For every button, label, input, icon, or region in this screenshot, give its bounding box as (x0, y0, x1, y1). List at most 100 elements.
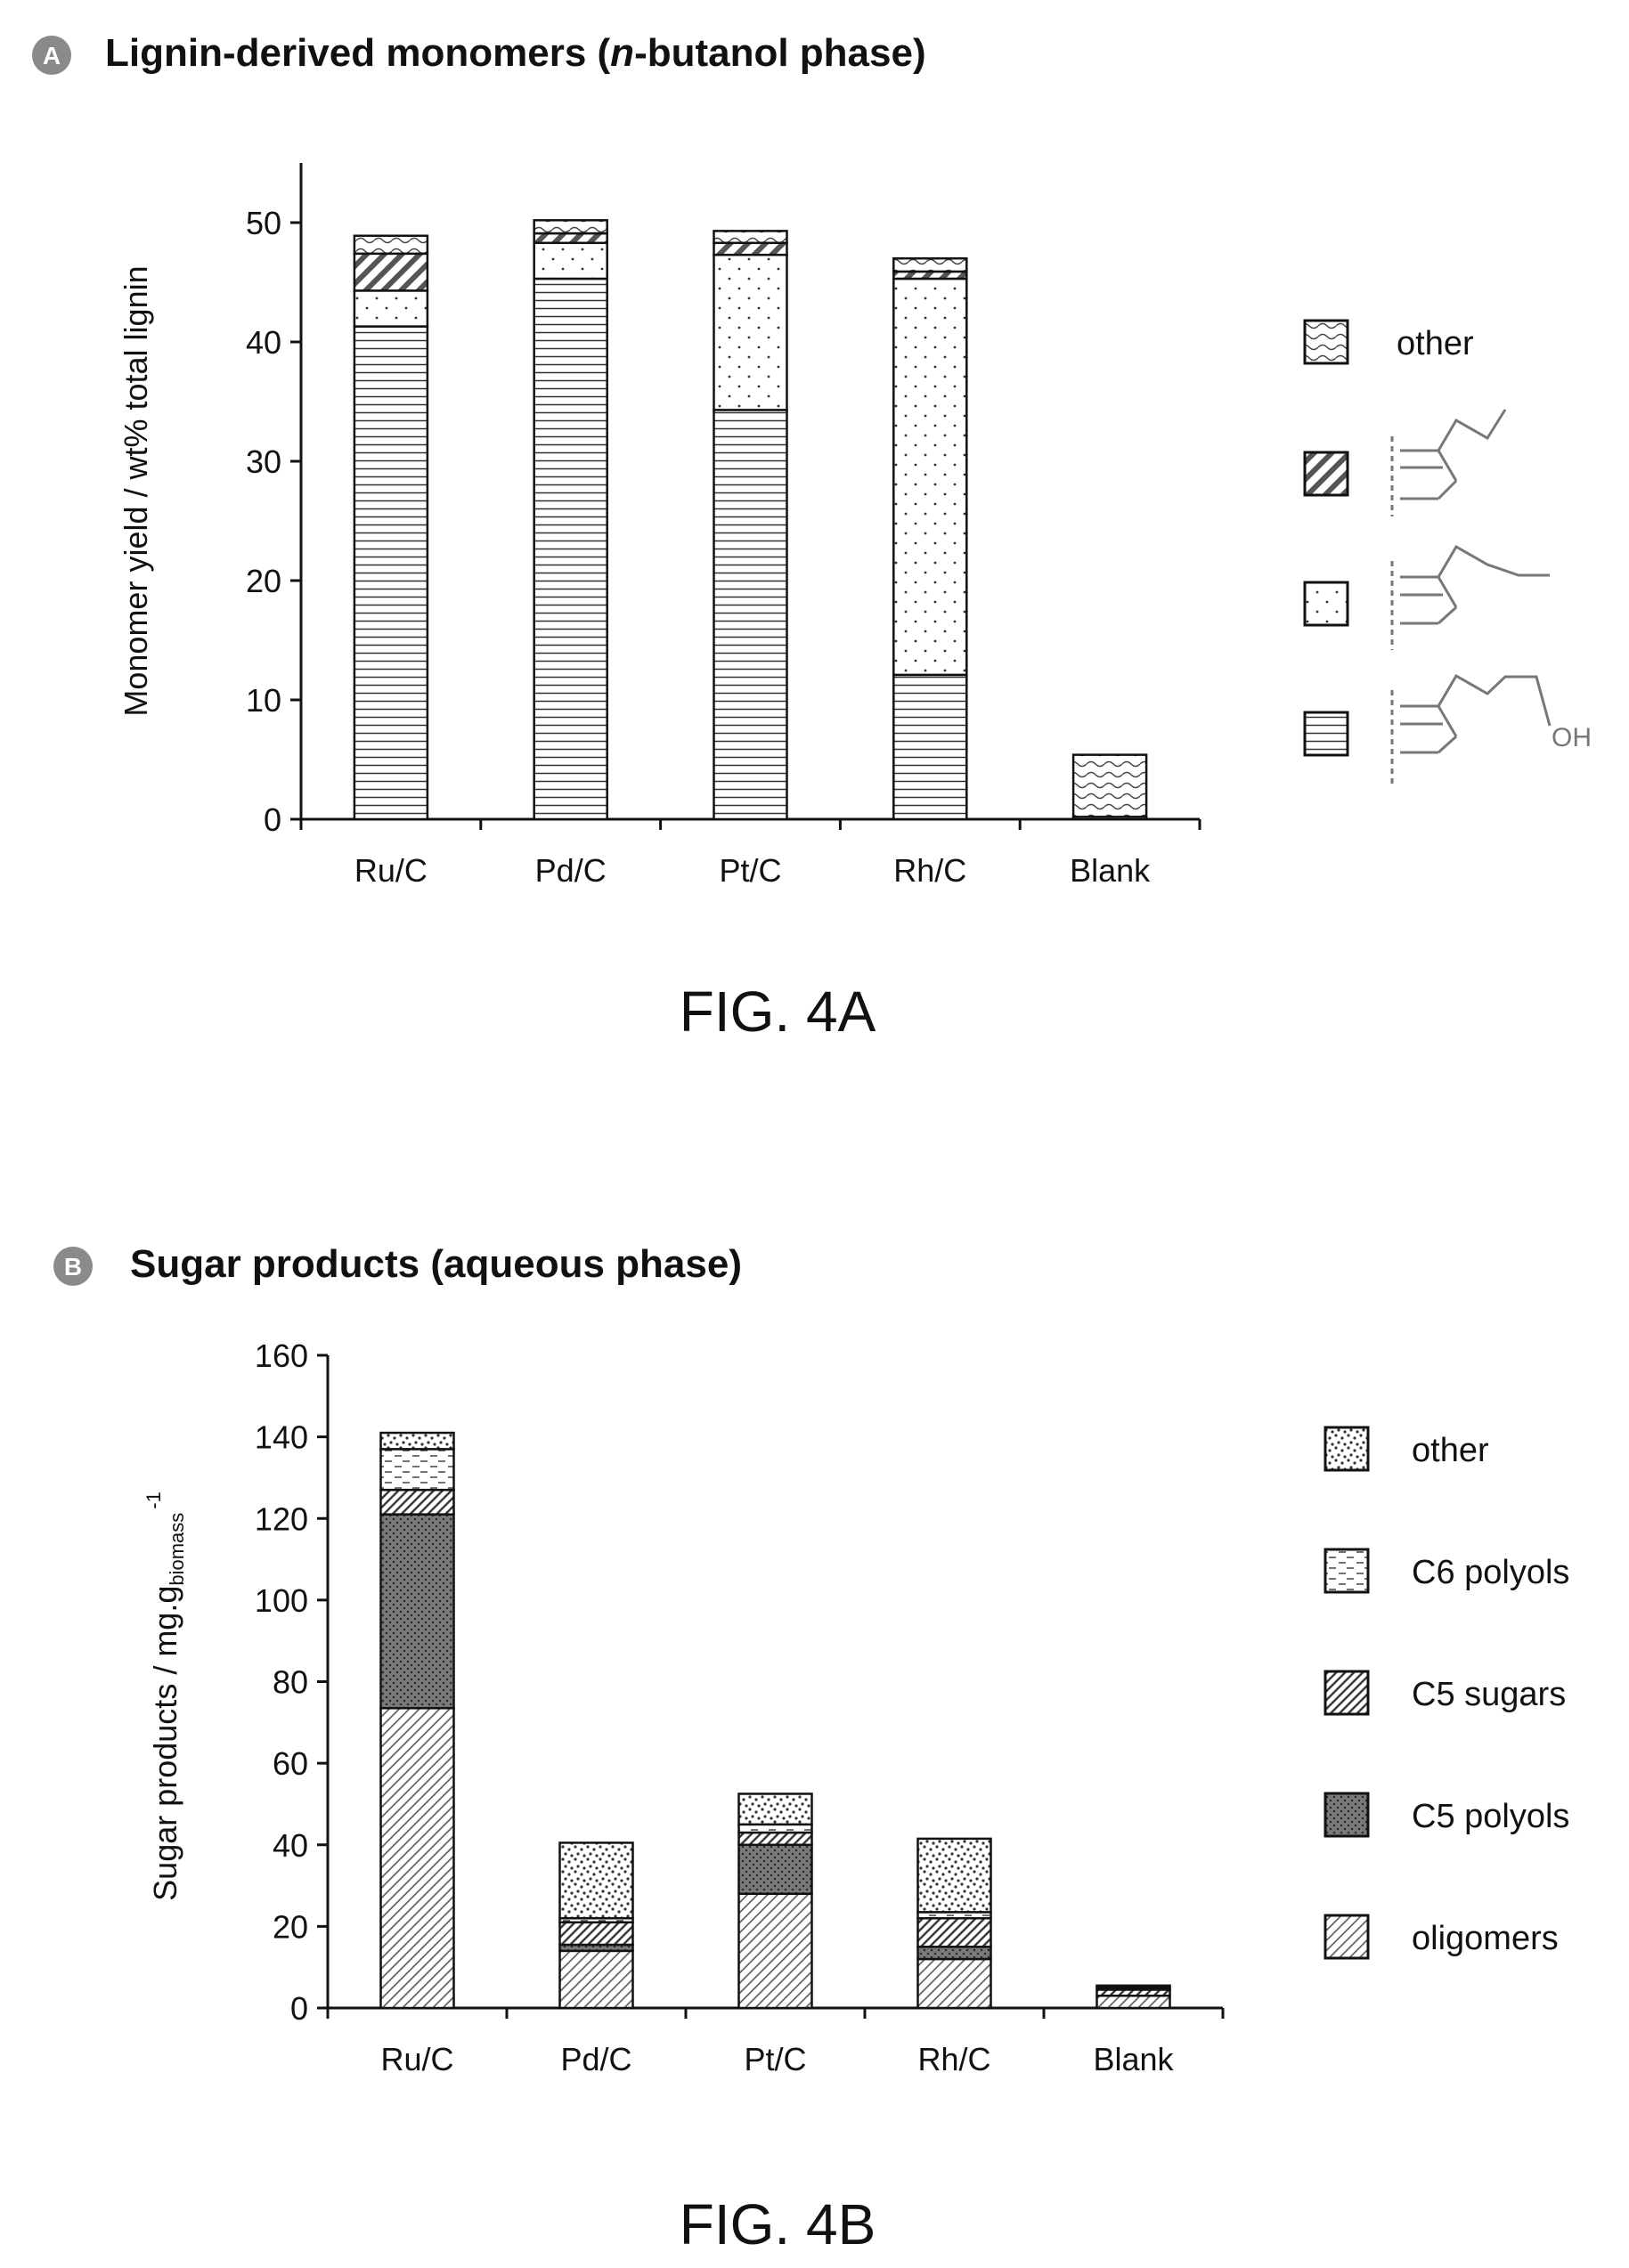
legend-b-label-other: other (1412, 1432, 1489, 1469)
chart-a-ylabel: Monomer yield / wt% total lignin (118, 265, 154, 716)
x-tick-label: Ru/C (354, 852, 428, 889)
legend-b-label-c6-polyols: C6 polyols (1412, 1554, 1569, 1591)
bar-segment-pdc-4 (558, 1841, 634, 1920)
legend-b-c5-polyols: C5 polyols (1324, 1792, 1569, 1838)
panel-a-title: Lignin-derived monomers (n-butanol phase… (105, 31, 926, 75)
legend-a-propanol: OH (1303, 673, 1592, 784)
bar-segment-ptc-1 (737, 1843, 813, 1895)
y-tick-label: 30 (246, 443, 281, 480)
bar-segment-pdc-1 (533, 241, 608, 280)
bar-segment-ptc-2 (737, 1831, 813, 1847)
x-tick-label: Pd/C (535, 852, 607, 889)
bar-segment-rhc-2 (916, 1916, 992, 1948)
bar-segment-ruc-1 (379, 1513, 455, 1710)
y-tick-label: 80 (273, 1664, 308, 1701)
y-tick-label: 40 (246, 324, 281, 361)
legend-a-propyl (1303, 544, 1550, 650)
bar-segment-rhc-4 (916, 1837, 992, 1914)
bar-segment-ruc-4 (379, 1431, 455, 1451)
legend-b-swatch-c5-polyols (1324, 1792, 1370, 1838)
y-tick-label: 50 (246, 205, 281, 241)
y-tick-label: 60 (273, 1745, 308, 1782)
bar-segment-ptc-1 (713, 253, 788, 411)
bar-segment-ptc-2 (713, 241, 788, 256)
chart-a-legend: other (1303, 319, 1592, 784)
legend-a-swatch-ethyl (1303, 451, 1349, 497)
legend-b-oligomers: oligomers (1324, 1914, 1559, 1960)
y-tick-label: 100 (255, 1582, 308, 1619)
bar-segment-ruc-0 (353, 325, 429, 821)
propanol-structure-icon (1390, 673, 1552, 784)
y-tick-label: 0 (290, 1990, 308, 2027)
propyl-structure-icon (1390, 544, 1550, 650)
x-tick-label: Pt/C (744, 2041, 806, 2077)
bar-segment-ptc-0 (713, 409, 788, 821)
legend-b-label-c5-sugars: C5 sugars (1412, 1676, 1566, 1713)
bar-segment-ptc-4 (737, 1792, 813, 1826)
legend-b-c6-polyols: C6 polyols (1324, 1548, 1569, 1594)
y-tick-label: 120 (255, 1500, 308, 1537)
bar-segment-ruc-2 (379, 1488, 455, 1516)
bar-segment-rhc-0 (892, 673, 968, 821)
panel-a-badge-label: A (43, 42, 61, 69)
chart-b-ylabel: Sugar products / mg.gbiomass-1 (143, 1492, 188, 1901)
bar-segment-rhc-0 (916, 1957, 992, 2010)
y-tick-label: 0 (264, 801, 281, 838)
bar-segment-ptc-0 (737, 1892, 813, 2010)
y-tick-label: 140 (255, 1419, 308, 1456)
legend-a-swatch-other (1303, 319, 1349, 365)
chart-a: 0 10 20 30 40 50 Ru/C Pd/C Pt/C Rh/C Blank Monomer … (118, 163, 1201, 889)
chart-b-ylabel-main: Sugar products / mg.g (147, 1586, 183, 1901)
chart-b-legend: other C6 polyols C5 sugars C5 polyols ol… (1324, 1426, 1569, 1960)
bar-segment-ptc-3 (713, 230, 788, 245)
chart-b: 0 20 40 60 80 100 120 140 160 Ru/C Pd/C Pt/C Rh/C Bla… (255, 1337, 1225, 2077)
bar-segment-rhc-1 (916, 1946, 992, 1961)
panel-b-header: B Sugar products (aqueous phase) (53, 1242, 742, 1286)
legend-b-swatch-oligomers (1324, 1914, 1370, 1960)
bar-segment-ruc-2 (353, 252, 429, 292)
x-tick-label: Pt/C (719, 852, 781, 889)
panel-a-title-post: -butanol phase) (634, 31, 926, 75)
y-tick-label: 20 (246, 563, 281, 599)
bar-segment-ruc-0 (379, 1707, 455, 2010)
bar-segment-pdc-3 (533, 219, 608, 235)
bar-segment-ruc-3 (379, 1448, 455, 1492)
legend-b-swatch-c5-sugars (1324, 1670, 1370, 1716)
bar-segment-blank-0 (1096, 1995, 1171, 2010)
bar-segment-blank-4 (1096, 1984, 1171, 1989)
x-tick-label: Rh/C (917, 2041, 990, 2077)
legend-a-swatch-propanol (1303, 711, 1349, 757)
panel-b-badge-label: B (64, 1253, 82, 1280)
bar-segment-rhc-3 (892, 256, 968, 273)
bar-segment-pdc-2 (533, 232, 608, 245)
ethyl-structure-icon (1390, 409, 1507, 516)
x-tick-label: Blank (1093, 2041, 1174, 2077)
panel-a-header: A Lignin-derived monomers (n-butanol pha… (32, 31, 926, 75)
fig-4b-label: FIG. 4B (680, 2192, 876, 2256)
chart-b-ylabel-sup: -1 (143, 1492, 165, 1509)
chart-b-ylabel-sub: biomass (166, 1513, 188, 1586)
legend-b-other: other (1324, 1426, 1489, 1472)
oh-label: OH (1552, 723, 1592, 752)
x-tick-label: Blank (1070, 852, 1151, 889)
fig-4a-label: FIG. 4A (680, 980, 876, 1044)
legend-a-ethyl (1303, 409, 1507, 516)
y-tick-label: 40 (273, 1827, 308, 1864)
legend-a-other: other (1303, 319, 1474, 365)
x-tick-label: Rh/C (893, 852, 966, 889)
bar-segment-ruc-1 (353, 289, 429, 328)
bar-segment-blank-3 (1071, 753, 1148, 818)
y-tick-label: 20 (273, 1908, 308, 1945)
bar-segment-ruc-3 (353, 234, 429, 256)
panel-a-badge (32, 36, 71, 75)
panel-a-title-italic: n (610, 31, 634, 75)
legend-a-swatch-propyl (1303, 581, 1349, 627)
bar-segment-pdc-0 (533, 277, 608, 821)
bar-segment-pdc-2 (558, 1921, 634, 1947)
x-tick-label: Ru/C (380, 2041, 453, 2077)
bar-segment-pdc-0 (558, 1949, 634, 2010)
legend-a-label-other: other (1397, 325, 1474, 362)
bar-segment-rhc-1 (892, 277, 968, 677)
y-tick-label: 160 (255, 1337, 308, 1374)
